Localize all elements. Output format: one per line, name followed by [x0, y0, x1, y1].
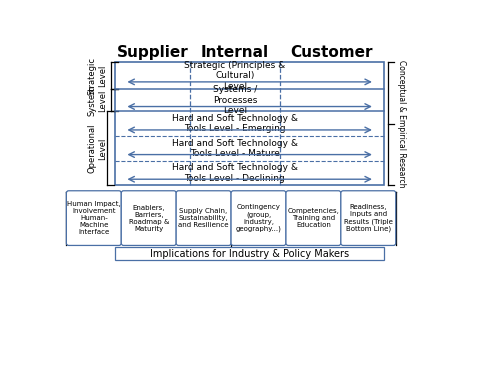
Text: Strategic (Principles &
Cultural)
Level: Strategic (Principles & Cultural) Level	[184, 61, 286, 90]
Text: Customer: Customer	[290, 46, 373, 60]
Bar	[115, 62, 384, 185]
Text: Strategic
Level: Strategic Level	[88, 57, 107, 95]
FancyBboxPatch shape	[341, 191, 396, 245]
Text: System
Level: System Level	[88, 85, 107, 116]
Text: Hard and Soft Technology &
Tools Level - Emerging: Hard and Soft Technology & Tools Level -…	[172, 114, 298, 133]
Text: Enablers,
Barriers,
Roadmap &
Maturity: Enablers, Barriers, Roadmap & Maturity	[128, 205, 169, 231]
Text: Hard and Soft Technology &
Tools Level - Mature: Hard and Soft Technology & Tools Level -…	[172, 139, 298, 158]
Text: Supplier: Supplier	[117, 46, 188, 60]
Text: Operational
Level: Operational Level	[88, 124, 107, 173]
Text: Implications for Industry & Policy Makers: Implications for Industry & Policy Maker…	[150, 248, 349, 259]
FancyBboxPatch shape	[231, 191, 286, 245]
FancyBboxPatch shape	[122, 191, 176, 245]
FancyBboxPatch shape	[66, 191, 122, 245]
FancyBboxPatch shape	[176, 191, 231, 245]
Text: Supply Chain,
Sustainability,
and Resilience: Supply Chain, Sustainability, and Resili…	[178, 208, 229, 228]
Text: Internal: Internal	[201, 46, 269, 60]
Bar	[115, 247, 384, 260]
Text: Readiness,
Inputs and
Results (Triple
Bottom Line): Readiness, Inputs and Results (Triple Bo…	[344, 204, 393, 232]
Text: Hard and Soft Technology &
Tools Level - Declining: Hard and Soft Technology & Tools Level -…	[172, 163, 298, 183]
Text: Conceptual & Empirical Research: Conceptual & Empirical Research	[398, 60, 406, 187]
Text: Competencies,
Training and
Education: Competencies, Training and Education	[288, 208, 340, 228]
FancyBboxPatch shape	[286, 191, 341, 245]
Text: Contingency
(group,
industry,
geography...): Contingency (group, industry, geography.…	[236, 204, 282, 232]
Text: Human Impact,
Involvement
Human-
Machine
Interface: Human Impact, Involvement Human- Machine…	[67, 201, 120, 235]
Text: Systems /
Processes
Level: Systems / Processes Level	[213, 86, 257, 115]
